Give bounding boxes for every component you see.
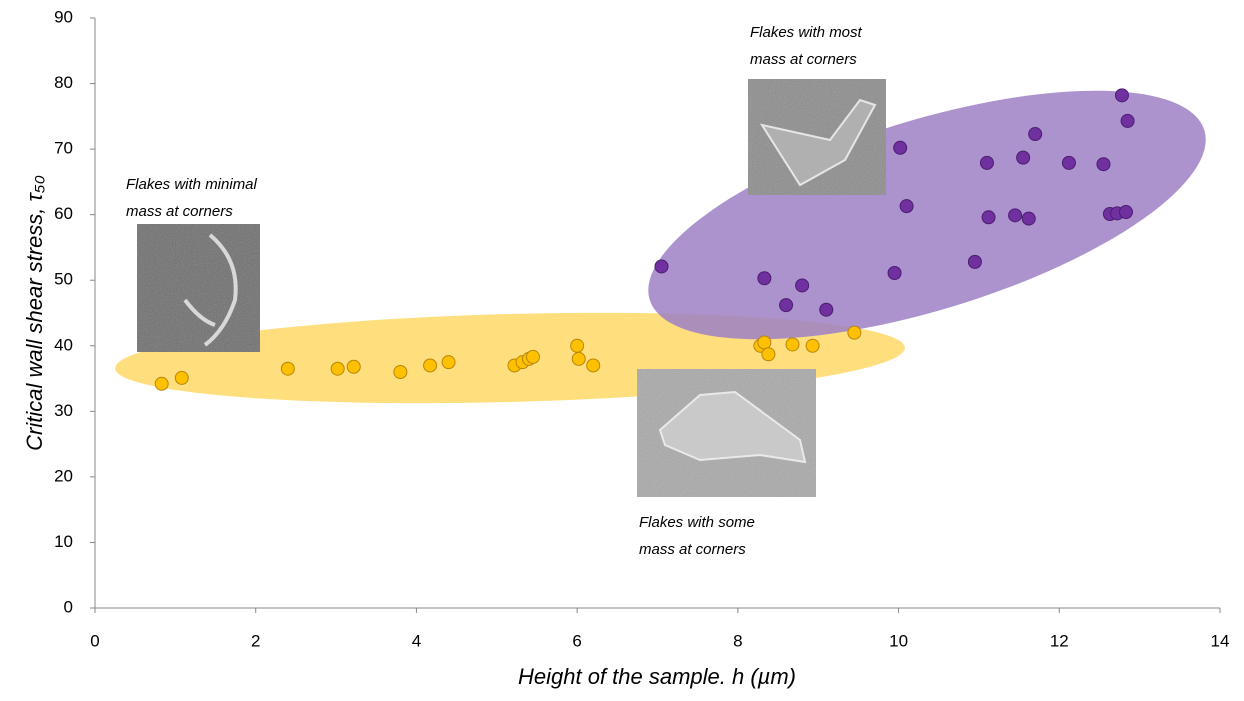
annotation: Flakes with some [639,514,755,531]
y-tick-label: 40 [54,335,73,354]
x-tick-label: 12 [1050,631,1069,650]
x-tick-label: 4 [412,631,421,650]
annotation: mass at corners [126,203,233,220]
point [174,370,189,385]
y-tick-label: 90 [54,7,73,26]
point [1008,208,1023,223]
x-tick-label: 14 [1211,631,1230,650]
point [570,338,585,353]
point [280,361,295,376]
point [423,358,438,373]
y-tick-label: 20 [54,466,73,485]
y-tick-label: 30 [54,401,73,420]
y-tick-label: 50 [54,270,73,289]
point [1120,113,1135,128]
point [1061,155,1076,170]
y-axis-label: Critical wall shear stress, τ₅₀ [22,175,47,451]
point [393,365,408,379]
point [899,199,914,214]
point [887,266,902,281]
x-tick-label: 10 [889,631,908,650]
point [967,254,982,269]
point [346,359,361,374]
x-tick-label: 2 [251,631,260,650]
cluster-ellipse [648,90,1206,340]
annotation: Flakes with minimal [126,176,258,193]
point [761,347,776,362]
point [1028,127,1043,142]
y-tick-label: 60 [54,204,73,223]
point [525,349,540,364]
flake-image [137,224,260,352]
flake-image [637,369,816,497]
point [981,210,996,225]
point [654,259,669,274]
x-tick-label: 0 [90,631,99,650]
x-axis-label: Height of the sample. h (µm) [518,664,796,689]
point [1021,211,1036,226]
annotation: Flakes with most [750,24,863,41]
point [571,351,586,366]
y-tick-label: 10 [54,532,73,551]
point [893,140,908,155]
point [1016,150,1031,165]
annotation: mass at corners [750,51,857,68]
point [847,325,862,340]
flake-image [748,79,886,195]
point [1114,88,1129,103]
y-tick-label: 70 [54,139,73,158]
y-tick-label: 80 [54,73,73,92]
point [795,278,810,293]
point [586,358,601,373]
point [779,298,794,313]
point [154,376,169,391]
annotation: mass at corners [639,541,746,558]
point [979,155,994,170]
point [805,338,820,353]
point [757,335,772,350]
x-tick-label: 6 [572,631,581,650]
point [1096,157,1111,172]
y-tick-label: 0 [64,597,73,616]
point [441,355,456,370]
point [1118,205,1133,220]
point [757,271,772,286]
x-tick-label: 8 [733,631,742,650]
point [785,337,800,352]
point [819,302,834,317]
point [330,361,345,376]
